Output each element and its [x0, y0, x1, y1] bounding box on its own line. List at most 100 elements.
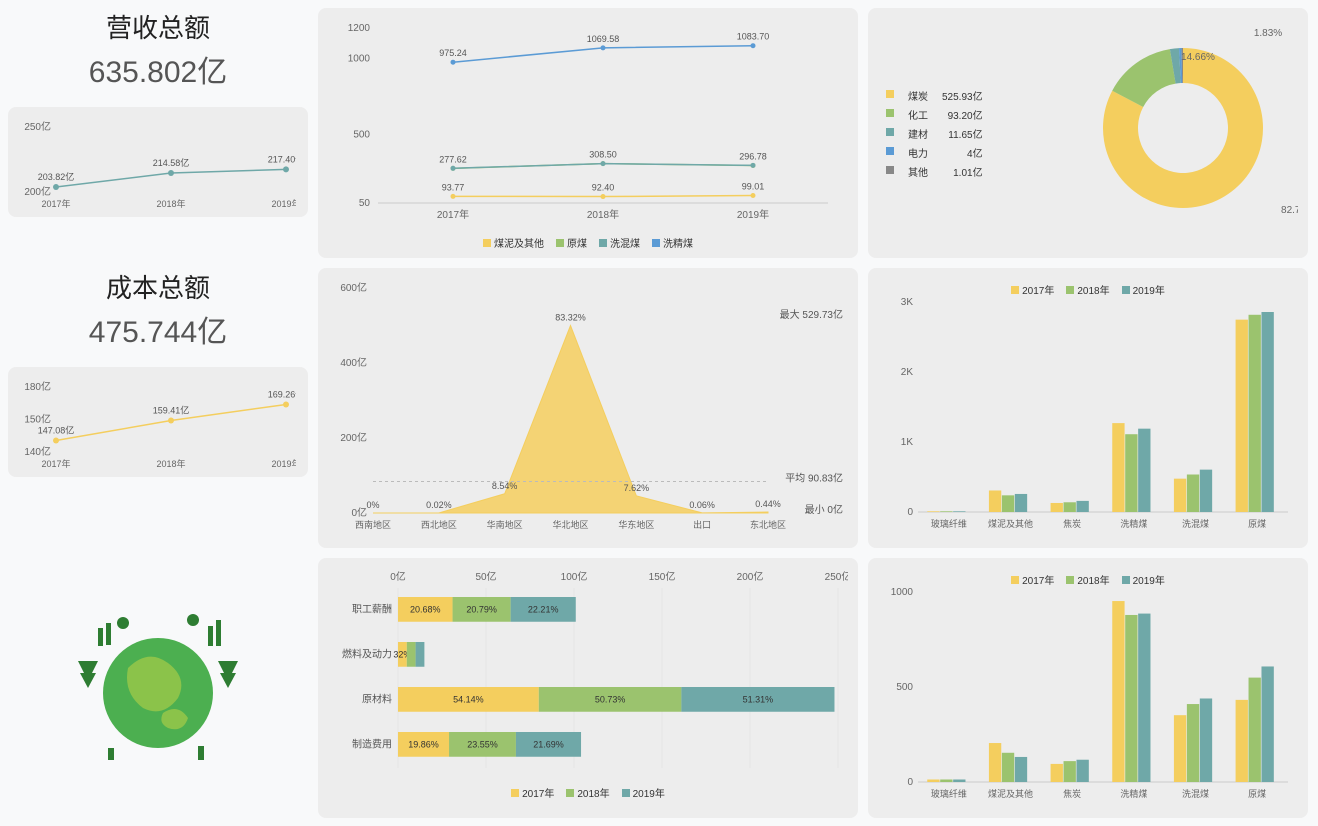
svg-text:50亿: 50亿 [475, 570, 496, 583]
legend-item: 2017年 [511, 785, 554, 800]
svg-text:200亿: 200亿 [340, 431, 367, 444]
legend-item: 原煤 [556, 235, 587, 250]
legend-item: 2018年 [566, 785, 609, 800]
svg-text:92.40: 92.40 [592, 183, 615, 193]
legend-item: 2019年 [1122, 572, 1165, 587]
svg-text:21.69%: 21.69% [533, 739, 564, 749]
svg-text:玻璃纤维: 玻璃纤维 [931, 518, 967, 529]
svg-text:焦炭: 焦炭 [1063, 518, 1081, 529]
svg-text:最小 0亿: 最小 0亿 [805, 503, 843, 516]
svg-text:1000: 1000 [891, 587, 914, 598]
svg-text:203.82亿: 203.82亿 [38, 171, 75, 182]
svg-text:23.55%: 23.55% [467, 739, 498, 749]
svg-text:3K: 3K [901, 297, 914, 308]
svg-text:2018年: 2018年 [156, 458, 185, 469]
legend-item: 2019年 [1122, 282, 1165, 297]
svg-text:洗混煤: 洗混煤 [1182, 518, 1209, 529]
bar-bottom-legend: 2017年 2018年 2019年 [878, 572, 1298, 587]
globe-image [8, 558, 308, 818]
svg-text:煤泥及其他: 煤泥及其他 [988, 788, 1033, 799]
mini-revenue-chart: 250亿200亿203.82亿214.58亿217.40亿2017年2018年2… [8, 107, 308, 217]
svg-text:2017年: 2017年 [41, 198, 70, 209]
bar-bottom-card: 2017年2018年2019年 05001000玻璃纤维煤泥及其他焦炭洗精煤洗混… [868, 558, 1308, 818]
svg-text:140亿: 140亿 [24, 445, 51, 458]
svg-text:洗精煤: 洗精煤 [1120, 518, 1147, 529]
legend-item: 2017年 [1011, 572, 1054, 587]
svg-text:0%: 0% [366, 500, 379, 510]
svg-text:600亿: 600亿 [340, 281, 367, 294]
legend-item: 洗混煤 [599, 235, 640, 250]
stacked-bar-legend: 2017年2018年2019年 [328, 785, 848, 800]
svg-text:1083.70: 1083.70 [737, 32, 770, 42]
donut-legend-row: 电力4亿 [880, 144, 989, 161]
stacked-bar-card: 0亿50亿100亿150亿200亿250亿职工薪酬20.68%20.79%22.… [318, 558, 858, 818]
svg-text:277.62: 277.62 [439, 154, 467, 164]
svg-text:7.62%: 7.62% [624, 483, 650, 493]
svg-text:20.68%: 20.68% [410, 604, 441, 614]
svg-text:华北地区: 华北地区 [552, 519, 588, 530]
svg-text:250亿: 250亿 [825, 570, 848, 583]
kpi-revenue-title: 营收总额 [8, 8, 308, 45]
svg-text:0.02%: 0.02% [426, 500, 452, 510]
kpi-cost-title: 成本总额 [8, 268, 308, 305]
svg-text:150亿: 150亿 [24, 413, 51, 426]
svg-text:1200: 1200 [348, 23, 371, 34]
svg-text:159.41亿: 159.41亿 [153, 404, 190, 415]
svg-text:0.06%: 0.06% [689, 500, 715, 510]
svg-text:2018年: 2018年 [587, 208, 619, 221]
svg-text:华东地区: 华东地区 [618, 519, 654, 530]
svg-text:200亿: 200亿 [24, 185, 51, 198]
svg-text:华南地区: 华南地区 [487, 519, 523, 530]
svg-text:2K: 2K [901, 367, 914, 378]
svg-text:0亿: 0亿 [390, 570, 406, 583]
svg-text:焦炭: 焦炭 [1063, 788, 1081, 799]
svg-text:西南地区: 西南地区 [355, 519, 391, 530]
svg-text:2019年: 2019年 [737, 208, 769, 221]
svg-text:19.86%: 19.86% [408, 739, 439, 749]
svg-text:500: 500 [896, 682, 913, 693]
svg-text:1K: 1K [901, 437, 914, 448]
legend-item: 煤泥及其他 [483, 235, 544, 250]
svg-text:0: 0 [907, 507, 913, 518]
svg-text:975.24: 975.24 [439, 48, 467, 58]
svg-text:出口: 出口 [693, 519, 711, 530]
svg-text:250亿: 250亿 [24, 120, 51, 133]
dashboard: 营收总额 635.802亿 250亿200亿203.82亿214.58亿217.… [8, 8, 1310, 818]
svg-text:83.32%: 83.32% [555, 313, 586, 323]
donut-legend: 煤炭525.93亿化工93.20亿建材11.65亿电力4亿其他1.01亿 [878, 85, 991, 182]
svg-text:400亿: 400亿 [340, 356, 367, 369]
svg-text:296.78: 296.78 [739, 151, 767, 161]
svg-text:0亿: 0亿 [351, 506, 367, 519]
donut-legend-row: 化工93.20亿 [880, 106, 989, 123]
svg-text:214.58亿: 214.58亿 [153, 157, 190, 168]
svg-text:1069.58: 1069.58 [587, 34, 620, 44]
svg-text:147.08亿: 147.08亿 [38, 424, 75, 435]
svg-text:2018年: 2018年 [156, 198, 185, 209]
legend-item: 2017年 [1011, 282, 1054, 297]
mini-cost-chart: 180亿150亿140亿147.08亿159.41亿169.26亿2017年20… [8, 367, 308, 477]
area-chart-card: 0亿 200亿 400亿 600亿 0% 0.02% 8.54% 83.32% 7.62% 0.0… [318, 268, 858, 548]
svg-text:51.31%: 51.31% [743, 694, 774, 704]
svg-text:2017年: 2017年 [41, 458, 70, 469]
legend-item: 2018年 [1066, 572, 1109, 587]
legend-item: 洗精煤 [652, 235, 693, 250]
donut-legend-row: 建材11.65亿 [880, 125, 989, 142]
svg-text:0.44%: 0.44% [755, 499, 781, 509]
svg-text:制造费用: 制造费用 [352, 737, 392, 750]
svg-text:平均 90.83亿: 平均 90.83亿 [785, 472, 843, 485]
kpi-cost: 成本总额 475.744亿 [8, 268, 308, 359]
svg-text:西北地区: 西北地区 [421, 519, 457, 530]
svg-text:217.40亿: 217.40亿 [268, 153, 296, 164]
donut-legend-row: 其他1.01亿 [880, 163, 989, 180]
left-col-2: 成本总额 475.744亿 180亿150亿140亿147.08亿159.41亿… [8, 268, 308, 548]
bar-top-legend: 2017年2018年2019年 [878, 282, 1298, 297]
svg-text:14.66%: 14.66% [1181, 52, 1215, 63]
svg-text:8.54%: 8.54% [492, 481, 518, 491]
svg-text:500: 500 [353, 130, 370, 141]
svg-text:82.72%: 82.72% [1281, 205, 1298, 216]
line-chart-legend: 煤泥及其他原煤洗混煤洗精煤 [328, 235, 848, 250]
line-chart-card: 50500100012002017年2018年2019年93.7792.4099… [318, 8, 858, 258]
svg-text:200亿: 200亿 [737, 570, 764, 583]
left-col-1: 营收总额 635.802亿 250亿200亿203.82亿214.58亿217.… [8, 8, 308, 258]
svg-text:职工薪酬: 职工薪酬 [352, 603, 392, 615]
